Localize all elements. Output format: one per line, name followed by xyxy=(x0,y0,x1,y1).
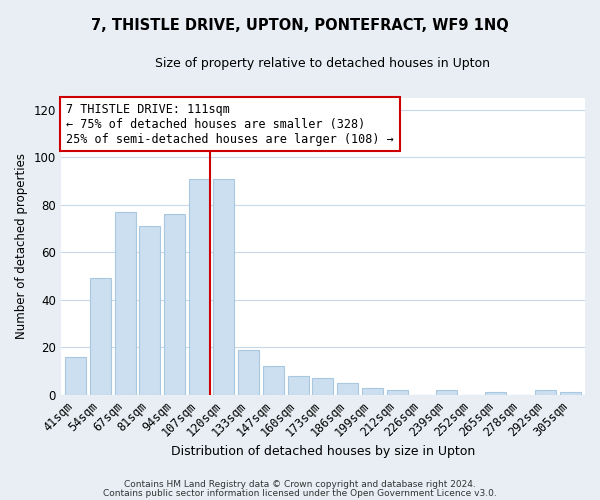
Bar xyxy=(164,214,185,394)
Title: Size of property relative to detached houses in Upton: Size of property relative to detached ho… xyxy=(155,58,490,70)
Text: 7 THISTLE DRIVE: 111sqm
← 75% of detached houses are smaller (328)
25% of semi-d: 7 THISTLE DRIVE: 111sqm ← 75% of detache… xyxy=(66,102,394,146)
Y-axis label: Number of detached properties: Number of detached properties xyxy=(15,154,28,340)
Bar xyxy=(214,178,235,394)
Bar xyxy=(337,383,358,394)
Text: Contains public sector information licensed under the Open Government Licence v3: Contains public sector information licen… xyxy=(103,489,497,498)
X-axis label: Distribution of detached houses by size in Upton: Distribution of detached houses by size … xyxy=(171,444,475,458)
Bar xyxy=(313,378,334,394)
Bar xyxy=(485,392,506,394)
Bar xyxy=(560,392,581,394)
Bar xyxy=(287,376,308,394)
Bar xyxy=(139,226,160,394)
Bar xyxy=(238,350,259,395)
Bar xyxy=(386,390,407,394)
Text: 7, THISTLE DRIVE, UPTON, PONTEFRACT, WF9 1NQ: 7, THISTLE DRIVE, UPTON, PONTEFRACT, WF9… xyxy=(91,18,509,32)
Bar xyxy=(535,390,556,394)
Bar xyxy=(263,366,284,394)
Bar xyxy=(189,178,210,394)
Bar xyxy=(362,388,383,394)
Text: Contains HM Land Registry data © Crown copyright and database right 2024.: Contains HM Land Registry data © Crown c… xyxy=(124,480,476,489)
Bar xyxy=(115,212,136,394)
Bar xyxy=(436,390,457,394)
Bar xyxy=(65,356,86,395)
Bar xyxy=(90,278,111,394)
